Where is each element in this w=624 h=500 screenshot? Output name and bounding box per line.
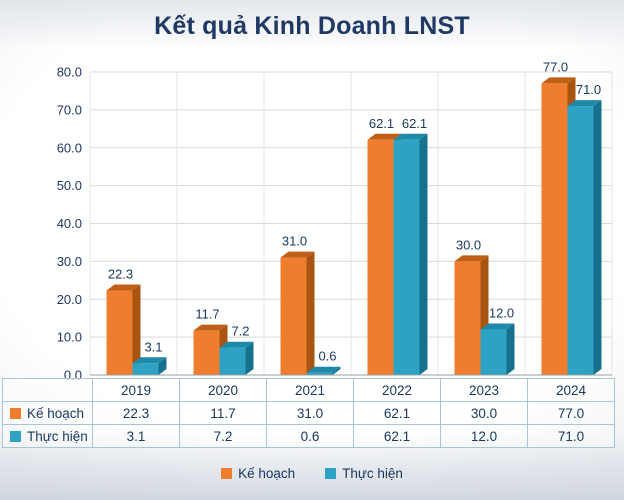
bar-side [506,323,515,375]
bar-top [193,324,228,331]
bar-top [480,323,515,330]
bar [306,372,333,375]
year-cell: 2021 [266,378,354,402]
series-row: Thực hiện 3.1 7.2 0.6 62.1 12.0 71.0 [2,424,615,448]
bar-top [541,77,576,84]
value-cell: 62.1 [353,401,441,425]
series-row: Kế hoạch 22.3 11.7 31.0 62.1 30.0 77.0 [2,401,615,425]
legend: Kế hoạch Thực hiện [0,466,624,481]
y-axis-label: 20.0 [57,292,82,307]
value-cell: 30.0 [440,401,528,425]
bar [480,329,507,375]
bar [106,290,133,375]
bar [567,106,594,376]
legend-swatch-ke-hoach [221,468,233,479]
plot-area: 0.010.020.030.040.050.060.070.080.022.33… [57,59,613,382]
series-swatch [10,407,21,419]
value-cell: 0.6 [266,424,354,448]
bar [280,257,307,375]
value-cell: 31.0 [266,401,354,425]
bar [193,330,220,375]
series-label-cell: Kế hoạch [2,401,93,425]
bar-side [332,366,341,375]
y-axis-label: 80.0 [57,65,82,80]
corner-cell [2,378,93,402]
legend-label-thuc-hien: Thực hiện [342,466,403,481]
bar-top [132,357,167,364]
bar-top [306,366,341,373]
year-row: 2019 2020 2021 2022 2023 2024 [2,378,615,402]
series-label-cell: Thực hiện [2,424,93,448]
bar [132,363,159,375]
bar [454,261,481,375]
series-name: Kế hoạch [27,405,85,421]
year-cell: 2024 [527,378,615,402]
value-cell: 7.2 [179,424,267,448]
bar-data-label: 3.1 [144,339,162,354]
bar-data-label: 0.6 [318,349,336,364]
bar-data-label: 11.7 [195,307,219,322]
bar-data-label: 77.0 [543,59,568,74]
bar [219,347,246,375]
bar-top [367,133,402,140]
value-cell: 62.1 [353,424,441,448]
legend-label-ke-hoach: Kế hoạch [238,466,296,481]
bar-top [106,284,141,291]
year-cell: 2020 [179,378,267,402]
value-cell: 12.0 [440,424,528,448]
bar-top [454,255,489,262]
bar [541,83,568,376]
y-axis-label: 60.0 [57,140,82,155]
year-cell: 2022 [353,378,441,402]
bar [367,139,394,375]
value-cell: 71.0 [527,424,615,448]
bar-side [245,341,254,375]
y-axis-label: 50.0 [57,178,82,193]
bar-data-label: 22.3 [108,267,133,282]
bar-side [306,251,315,375]
bar-top [280,251,315,258]
y-axis-label: 30.0 [57,254,82,269]
legend-item-ke-hoach: Kế hoạch [221,466,295,481]
year-cell: 2023 [440,378,528,402]
bar-top [393,133,428,140]
chart-title: Kết quả Kinh Doanh LNST [154,12,470,40]
bar-side [593,100,602,376]
bar-data-label: 62.1 [369,116,394,131]
y-axis-label: 10.0 [57,330,82,345]
bar-top [567,100,602,107]
series-name: Thực hiện [27,428,88,444]
legend-item-thuc-hien: Thực hiện [325,466,403,481]
bar-side [132,284,141,375]
series-swatch [10,430,21,442]
value-cell: 22.3 [92,401,180,425]
legend-swatch-thuc-hien [325,468,337,479]
bar-top [219,341,254,348]
bar-data-label: 31.0 [282,234,307,249]
y-axis-label: 40.0 [57,216,82,231]
bar-side [158,357,167,375]
value-cell: 77.0 [527,401,615,425]
bar-data-label: 71.0 [576,82,601,97]
year-cell: 2019 [92,378,180,402]
bar-data-label: 30.0 [456,237,481,252]
bar [393,139,420,375]
value-cell: 3.1 [92,424,180,448]
bar-side [419,133,428,375]
y-axis-label: 70.0 [57,102,82,117]
value-cell: 11.7 [179,401,267,425]
bar-data-label: 7.2 [231,324,249,339]
bar-data-label: 62.1 [402,116,427,131]
bar-data-label: 12.0 [489,306,514,321]
data-table: 2019 2020 2021 2022 2023 2024 Kế hoạch 22.3 11.7… [2,378,615,448]
